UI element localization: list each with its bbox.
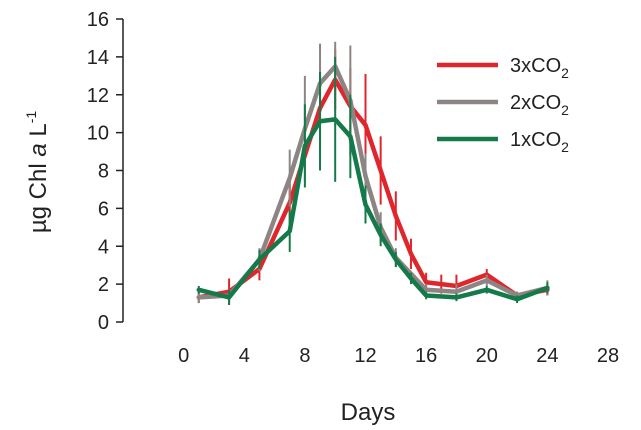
- y-tick-label: 16: [87, 9, 109, 31]
- y-tick-label: 12: [87, 85, 109, 107]
- series-line: [196, 117, 550, 302]
- series-1xCO2: [196, 56, 550, 305]
- y-tick-label: 8: [98, 161, 109, 183]
- legend-label-main: 1xCO: [510, 129, 561, 151]
- y-axis-ticks: 0 2 4 6 8 10 12 14 16: [87, 9, 123, 334]
- x-tick-label: 8: [299, 345, 310, 367]
- x-axis-ticks: 0 4 8 12 16 20 24 28: [178, 345, 619, 367]
- y-tick-label: 2: [98, 274, 109, 296]
- y-axis-title: µg Chl a L-1: [23, 111, 52, 234]
- y-axis-title-italic: a: [25, 143, 52, 156]
- x-tick-label: 28: [597, 345, 619, 367]
- legend-item: 2xCO2: [437, 92, 569, 118]
- x-tick-label: 24: [536, 345, 558, 367]
- series-line: [196, 77, 550, 300]
- y-axis-title-unit: L: [25, 123, 52, 143]
- x-tick-label: 4: [239, 345, 250, 367]
- x-axis-title: Days: [341, 399, 396, 426]
- x-tick-label: 0: [178, 345, 189, 367]
- legend-label-subscript: 2: [561, 139, 569, 155]
- x-tick-label: 20: [476, 345, 498, 367]
- legend-label-main: 3xCO: [510, 55, 561, 77]
- y-tick-label: 10: [87, 123, 109, 145]
- y-axis-title-exponent: -1: [23, 111, 39, 124]
- legend-label: 1xCO2: [510, 129, 569, 155]
- legend-item: 1xCO2: [437, 129, 569, 155]
- legend-label: 2xCO2: [510, 92, 569, 118]
- series-2xCO2: [196, 41, 550, 304]
- legend-label-subscript: 2: [561, 102, 569, 118]
- y-tick-label: 6: [98, 198, 109, 220]
- x-tick-label: 12: [354, 345, 376, 367]
- plot-area: [196, 41, 550, 305]
- legend-label: 3xCO2: [510, 55, 569, 81]
- legend-label-subscript: 2: [561, 65, 569, 81]
- series-line: [196, 64, 550, 300]
- y-axis-title-prefix: µg Chl: [25, 157, 52, 234]
- legend-label-main: 2xCO: [510, 92, 561, 114]
- x-tick-label: 16: [415, 345, 437, 367]
- y-tick-label: 0: [98, 312, 109, 334]
- y-tick-label: 14: [87, 47, 109, 69]
- legend-item: 3xCO2: [437, 55, 569, 81]
- y-tick-label: 4: [98, 236, 109, 258]
